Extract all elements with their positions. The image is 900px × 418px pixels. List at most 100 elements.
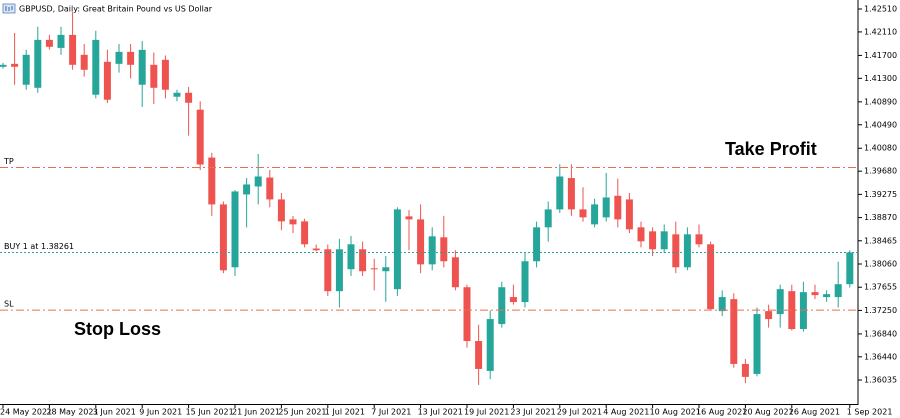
- y-tick-label: 1.42510: [864, 4, 897, 13]
- y-tick-label: 1.39680: [864, 167, 897, 176]
- x-tick-label: 26 Aug 2021: [789, 408, 840, 417]
- annotation: Stop Loss: [74, 319, 161, 339]
- x-tick-label: 9 Jun 2021: [139, 408, 182, 417]
- y-tick-label: 1.36840: [864, 329, 897, 338]
- candle-body: [567, 178, 575, 210]
- candle-body: [683, 234, 691, 268]
- candle-body: [475, 341, 483, 369]
- candle-body: [753, 314, 761, 374]
- x-tick-label: 16 Aug 2021: [696, 408, 747, 417]
- x-tick-label: 13 Jul 2021: [418, 408, 463, 417]
- candle-body: [22, 54, 30, 85]
- candle-body: [730, 299, 738, 364]
- x-tick-label: 28 May 2021: [46, 408, 98, 417]
- x-tick-label: 24 May 2021: [0, 408, 52, 417]
- candle-body: [382, 267, 390, 272]
- x-tick-label: 1 Sep 2021: [847, 408, 893, 417]
- candle-body: [289, 219, 297, 225]
- candle-body: [0, 64, 7, 67]
- y-tick-label: 1.37655: [864, 283, 897, 292]
- candle-body: [34, 39, 42, 88]
- candle-body: [393, 209, 401, 290]
- candle-body: [823, 294, 831, 298]
- y-tick-label: 1.40890: [864, 97, 897, 106]
- candle-body: [138, 49, 146, 85]
- candle-body: [219, 204, 227, 271]
- y-tick-label: 1.37250: [864, 306, 897, 315]
- x-tick-label: 20 Aug 2021: [742, 408, 793, 417]
- candle-body: [498, 287, 506, 325]
- candle-body: [301, 221, 309, 245]
- candle-body: [335, 249, 343, 292]
- candle-body: [69, 34, 77, 65]
- candle-body: [45, 39, 53, 47]
- candle-body: [637, 227, 645, 242]
- y-tick-label: 1.42110: [864, 27, 897, 36]
- y-tick-label: 1.39275: [864, 190, 897, 199]
- candle-body: [428, 236, 436, 265]
- candle-body: [649, 231, 657, 250]
- candle-body: [417, 219, 425, 265]
- candle-body: [208, 157, 216, 205]
- y-tick-label: 1.41700: [864, 51, 897, 60]
- candle-body: [254, 176, 262, 187]
- candle-body: [533, 227, 541, 262]
- candle-body: [707, 244, 715, 310]
- candle-body: [370, 268, 378, 270]
- candle-body: [486, 319, 494, 371]
- level-label: TP: [3, 157, 14, 166]
- candle-body: [579, 209, 587, 218]
- x-tick-label: 19 Jul 2021: [464, 408, 509, 417]
- chart-title: GBPUSD, Daily: Great Britain Pound vs US…: [19, 5, 213, 14]
- candle-body: [127, 51, 135, 65]
- candle-body: [614, 195, 622, 220]
- candle-body: [173, 92, 181, 97]
- level-label: BUY 1 at 1.38261: [4, 242, 74, 251]
- candle-body: [602, 197, 610, 218]
- x-tick-label: 1 Jul 2021: [325, 408, 365, 417]
- y-tick-label: 1.38465: [864, 236, 897, 245]
- candle-body: [243, 184, 251, 195]
- candle-body: [695, 234, 703, 245]
- candle-body: [185, 92, 193, 103]
- level-label: SL: [4, 300, 14, 309]
- y-tick-label: 1.40490: [864, 120, 897, 129]
- x-tick-label: 3 Jun 2021: [93, 408, 136, 417]
- x-tick-label: 10 Aug 2021: [650, 408, 701, 417]
- y-tick-label: 1.36035: [864, 376, 897, 385]
- candle-body: [150, 64, 158, 88]
- candle-body: [359, 249, 367, 272]
- candle-body: [440, 237, 448, 262]
- candle-body: [625, 199, 633, 230]
- candle-body: [57, 34, 65, 48]
- candle-body: [405, 216, 413, 220]
- x-tick-label: 25 Jun 2021: [278, 408, 326, 417]
- candle-body: [80, 54, 88, 70]
- candle-body: [776, 289, 784, 315]
- candle-body: [544, 209, 552, 228]
- x-tick-label: 7 Jul 2021: [371, 408, 411, 417]
- x-tick-label: 4 Aug 2021: [603, 408, 649, 417]
- candle-body: [312, 248, 320, 251]
- candle-body: [672, 234, 680, 268]
- candle-body: [11, 63, 19, 67]
- y-tick-label: 1.38870: [864, 213, 897, 222]
- candle-body: [463, 287, 471, 342]
- x-tick-label: 15 Jun 2021: [186, 408, 234, 417]
- x-tick-label: 23 Jul 2021: [510, 408, 555, 417]
- candle-body: [451, 257, 459, 288]
- y-tick-label: 1.41300: [864, 74, 897, 83]
- candle-body: [811, 292, 819, 296]
- candle-body: [509, 297, 517, 303]
- candle-body: [103, 61, 111, 100]
- candle-body: [92, 39, 100, 95]
- candle-body: [231, 191, 239, 268]
- candle-body: [846, 252, 854, 285]
- candle-body: [718, 297, 726, 312]
- candle-body: [324, 249, 332, 292]
- candle-body: [347, 244, 355, 270]
- annotation: Take Profit: [725, 139, 817, 159]
